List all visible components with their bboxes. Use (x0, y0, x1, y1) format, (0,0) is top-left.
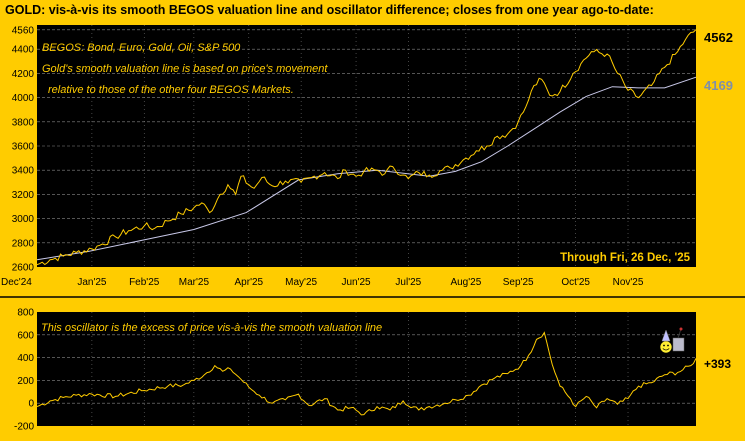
price-y-tick-label: 3600 (12, 142, 35, 153)
oscillator-y-tick-label: -200 (14, 422, 34, 433)
price-x-tick-label: Jan'25 (77, 277, 107, 288)
price-y-tick-label: 2600 (12, 263, 35, 274)
oscillator-line (36, 331, 697, 416)
price-line (36, 29, 697, 266)
price-x-tick-label: Dec'24 (1, 277, 32, 288)
price-x-tick-label: Jul'25 (395, 277, 421, 288)
price-x-tick-label: Feb'25 (129, 277, 160, 288)
oscillator-last-label: +393 (704, 357, 731, 371)
price-x-tick-label: Mar'25 (179, 277, 210, 288)
smiley-mascot-icon (659, 327, 685, 354)
last-price-label: 4562 (704, 30, 733, 45)
price-x-tick-label: Aug'25 (450, 277, 481, 288)
price-y-tick-label: 4000 (12, 93, 35, 104)
price-x-tick-label: Sep'25 (503, 277, 534, 288)
price-y-axis: 2600 2800 3000 3200 3400 3600 3800 4000 4200 4400… (12, 25, 35, 273)
price-y-tick-label: 3200 (12, 190, 35, 201)
oscillator-note: This oscillator is the excess of price v… (41, 322, 382, 334)
price-x-tick-label: Jun'25 (341, 277, 371, 288)
legend-note: BEGOS: Bond, Euro, Gold, Oil, S&P 500 (42, 42, 241, 54)
oscillator-y-tick-label: 800 (17, 308, 34, 319)
valuation-note-line1: Gold's smooth valuation line is based on… (42, 63, 328, 75)
price-x-tick-label: Nov'25 (613, 277, 644, 288)
price-grid (37, 25, 696, 267)
through-date-label: Through Fri, 26 Dec, '25 (560, 252, 691, 264)
price-panel (37, 25, 696, 267)
last-valuation-label: 4169 (704, 78, 733, 93)
valuation-note-line2: relative to those of the other four BEGO… (48, 84, 294, 96)
oscillator-y-tick-label: 400 (17, 353, 34, 364)
price-x-tick-label: Apr'25 (235, 277, 264, 288)
price-y-tick-label: 4400 (12, 45, 35, 56)
chart-title: GOLD: vis-à-vis its smooth BEGOS valuati… (5, 3, 654, 17)
price-y-tick-label: 2800 (12, 238, 35, 249)
price-x-axis: Dec'24 Jan'25 Feb'25 Mar'25 Apr'25 May'25 Jun'… (1, 277, 644, 288)
price-x-tick-label: Oct'25 (561, 277, 590, 288)
price-y-tick-label: 3000 (12, 214, 35, 225)
oscillator-panel (37, 312, 696, 426)
oscillator-y-tick-label: 0 (28, 399, 34, 410)
oscillator-y-tick-label: 600 (17, 330, 34, 341)
price-y-tick-label: 3800 (12, 117, 35, 128)
price-x-tick-label: May'25 (285, 277, 317, 288)
price-y-tick-label: 4200 (12, 69, 35, 80)
price-y-tick-label: 3400 (12, 166, 35, 177)
valuation-line (36, 76, 697, 261)
oscillator-y-axis: -200 0 200 400 600 800 (14, 308, 34, 433)
oscillator-y-tick-label: 200 (17, 376, 34, 387)
price-y-tick-label: 4560 (12, 25, 35, 36)
